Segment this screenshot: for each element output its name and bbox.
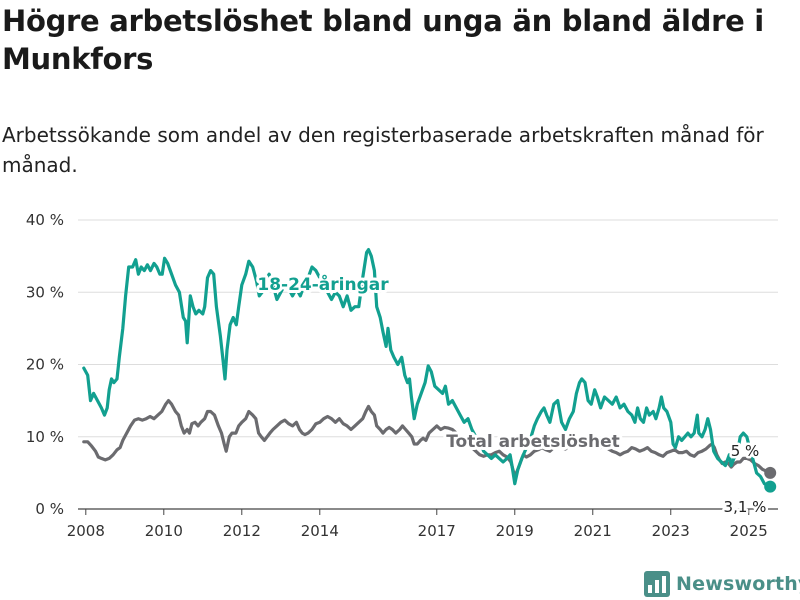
total-series-line <box>82 399 772 479</box>
x-tick-label: 2017 <box>418 522 456 540</box>
youth-end-point <box>764 480 777 493</box>
youth-series-line <box>82 248 772 489</box>
total-end-point <box>764 466 777 479</box>
chart-title: Högre arbetslöshet bland unga än bland ä… <box>2 4 764 76</box>
chart-subtitle: Arbetssökande som andel av den registerb… <box>2 123 764 177</box>
x-tick-label: 2008 <box>67 522 105 540</box>
x-axis: 2008 2010 2012 2014 2017 2019 2021 2023 2025 <box>67 509 768 540</box>
newsworthy-logo: Newsworthy <box>644 569 800 599</box>
x-tick-label: 2025 <box>730 522 768 540</box>
total-end-label: 5 % <box>731 442 760 460</box>
x-tick-label: 2014 <box>301 522 339 540</box>
bar-chart-icon <box>644 571 670 597</box>
x-tick-label: 2019 <box>496 522 534 540</box>
x-tick-label: 2021 <box>574 522 612 540</box>
y-tick-label: 0 % <box>35 500 64 518</box>
youth-end-label: 3,1 % <box>724 498 767 516</box>
y-tick-label: 20 % <box>26 356 64 374</box>
grid-lines: 0 % 10 % 20 % 30 % 40 % <box>26 211 778 518</box>
series-labels: 18-24-åringar Total arbetslöshet 5 % 3,1 % <box>254 270 769 519</box>
y-tick-label: 10 % <box>26 428 64 446</box>
x-tick-label: 2023 <box>652 522 690 540</box>
series-lines <box>82 248 777 493</box>
total-series-label: Total arbetslöshet <box>446 432 620 452</box>
x-tick-label: 2010 <box>145 522 183 540</box>
y-tick-label: 40 % <box>26 211 64 229</box>
x-tick-label: 2012 <box>223 522 261 540</box>
youth-series-label: 18-24-åringar <box>257 273 389 295</box>
y-tick-label: 30 % <box>26 283 64 301</box>
brand-name: Newsworthy <box>676 573 800 595</box>
